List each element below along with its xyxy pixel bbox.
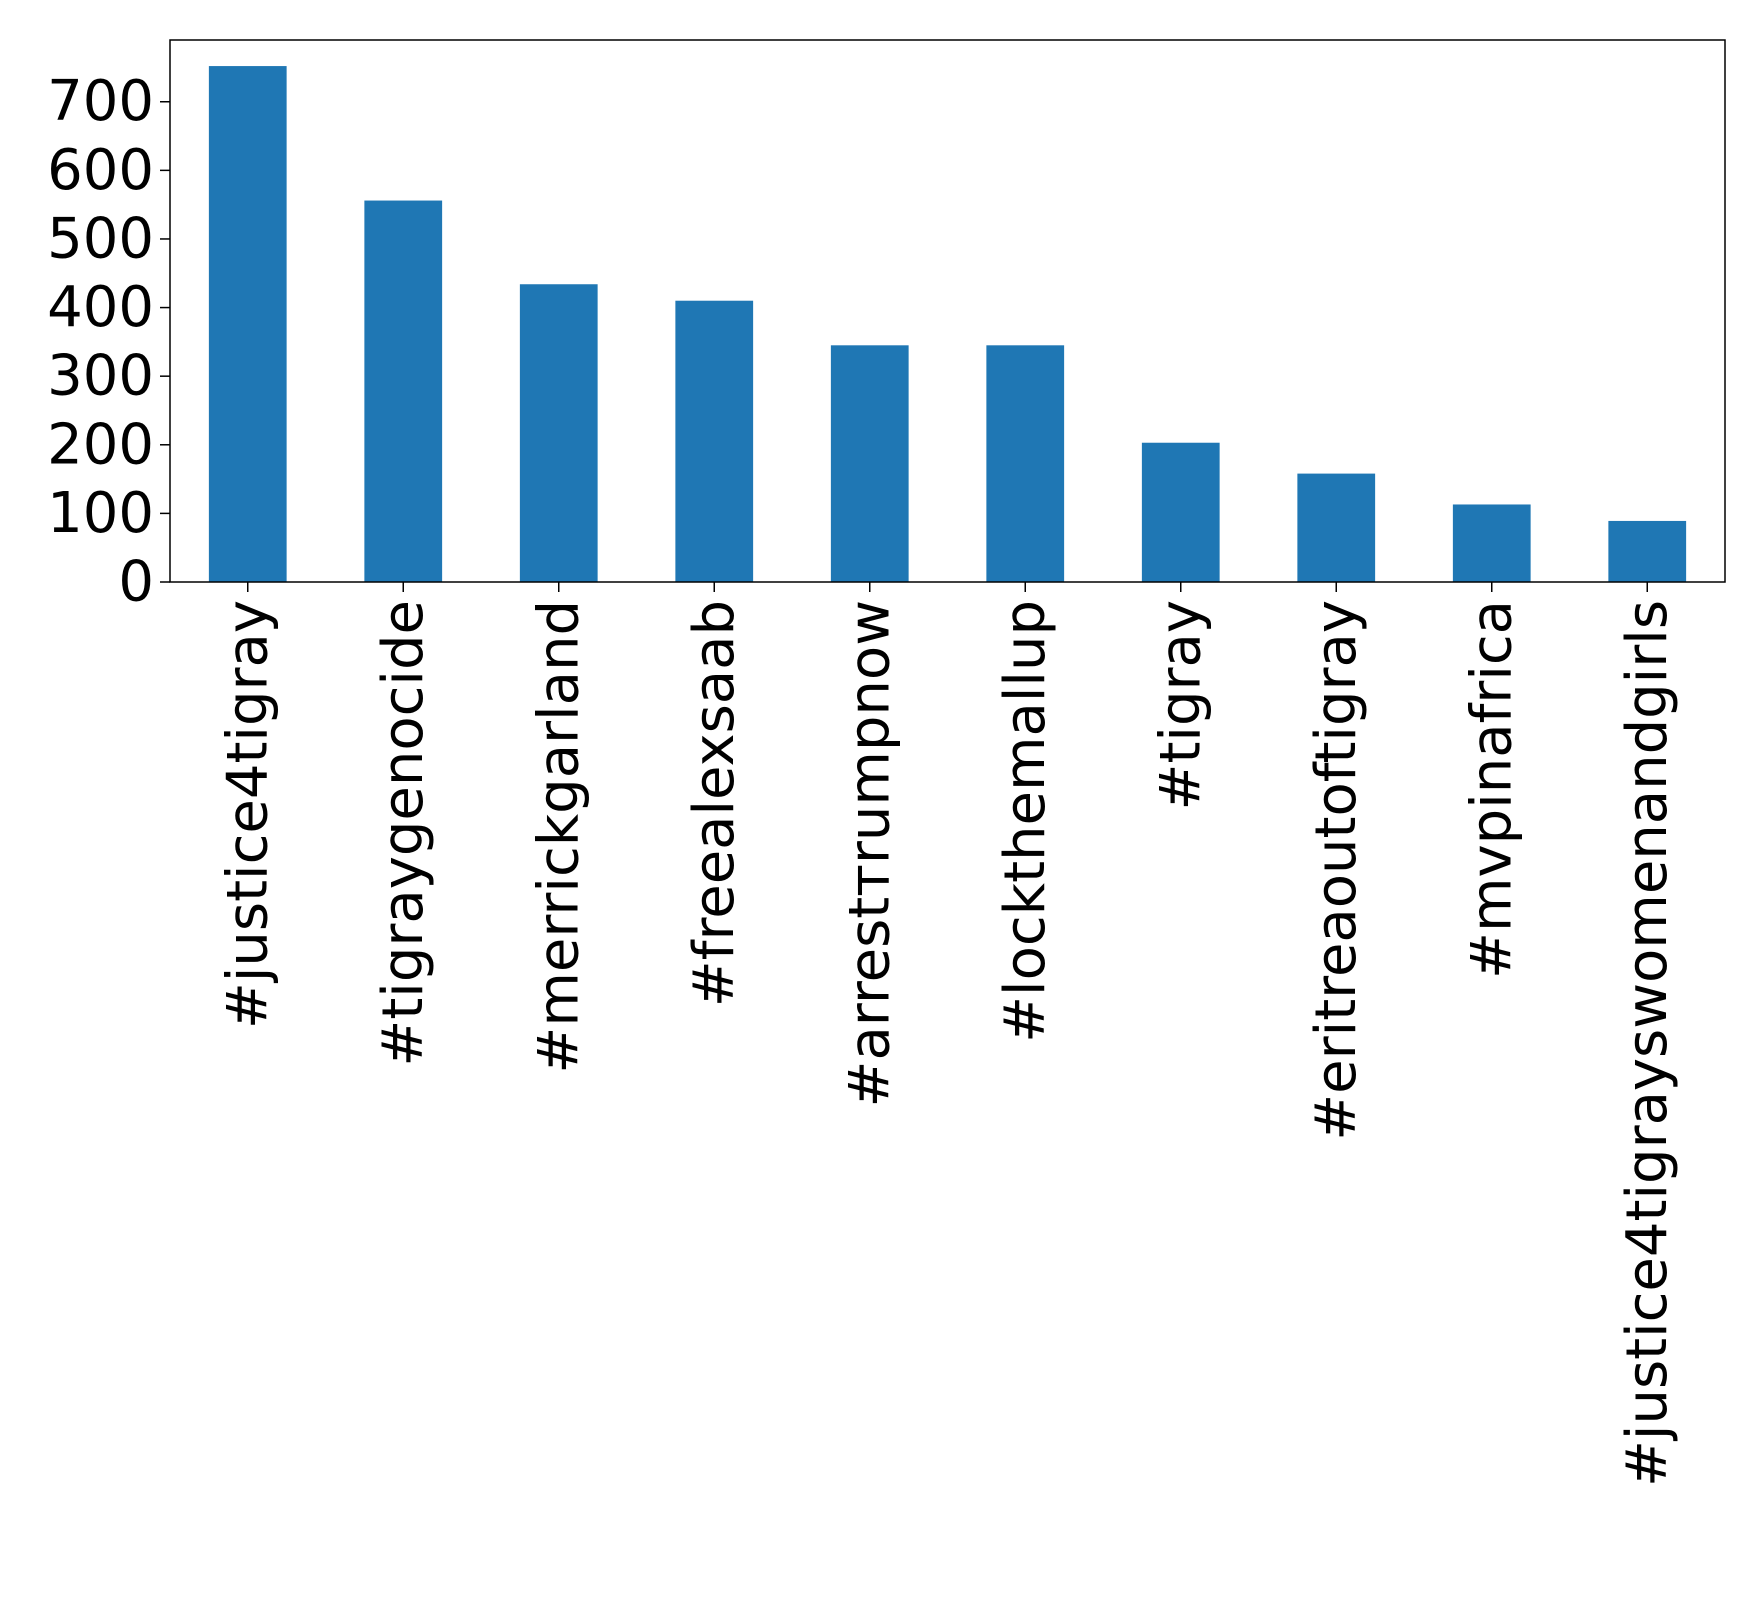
x-tick-label: #merrickgarland xyxy=(526,600,591,1074)
x-tick-label: #justice4tigrayswomenandgirls xyxy=(1615,600,1680,1487)
y-tick-label: 500 xyxy=(47,206,154,271)
y-tick-label: 100 xyxy=(47,481,154,546)
x-tick-label: #eritreaoutoftigray xyxy=(1304,600,1369,1141)
bar-3 xyxy=(675,300,754,582)
bar-6 xyxy=(1141,442,1220,582)
bar-1 xyxy=(364,200,443,582)
bar-5 xyxy=(986,345,1065,582)
y-tick-label: 0 xyxy=(118,550,154,615)
x-tick-label: #lockthemallup xyxy=(993,600,1058,1043)
y-tick-label: 300 xyxy=(47,344,154,409)
bars-group xyxy=(208,66,1687,583)
plot-frame xyxy=(169,39,1726,583)
x-tick-label: #justice4tigray xyxy=(215,600,280,1029)
y-tick-label: 200 xyxy=(47,412,154,477)
x-tick-label: #tigray xyxy=(1148,600,1213,810)
bar-9 xyxy=(1608,520,1687,582)
bar-0 xyxy=(208,66,287,583)
bar-7 xyxy=(1297,473,1376,582)
y-tick-label: 700 xyxy=(47,69,154,134)
x-tick-label: #arrestтrumpnow xyxy=(837,600,902,1107)
y-tick-label: 400 xyxy=(47,275,154,340)
bar-8 xyxy=(1452,504,1531,582)
x-tick-label: #mvpinafrica xyxy=(1459,600,1524,979)
x-tick-label: #tigraygenocide xyxy=(371,600,436,1067)
bar-2 xyxy=(519,284,598,582)
x-axis-ticks: #justice4tigray #tigraygenocide #merrickga… xyxy=(215,582,1680,1487)
y-tick-label: 600 xyxy=(47,138,154,203)
x-tick-label: #freealexsaab xyxy=(682,600,747,1007)
bar-4 xyxy=(830,345,909,582)
